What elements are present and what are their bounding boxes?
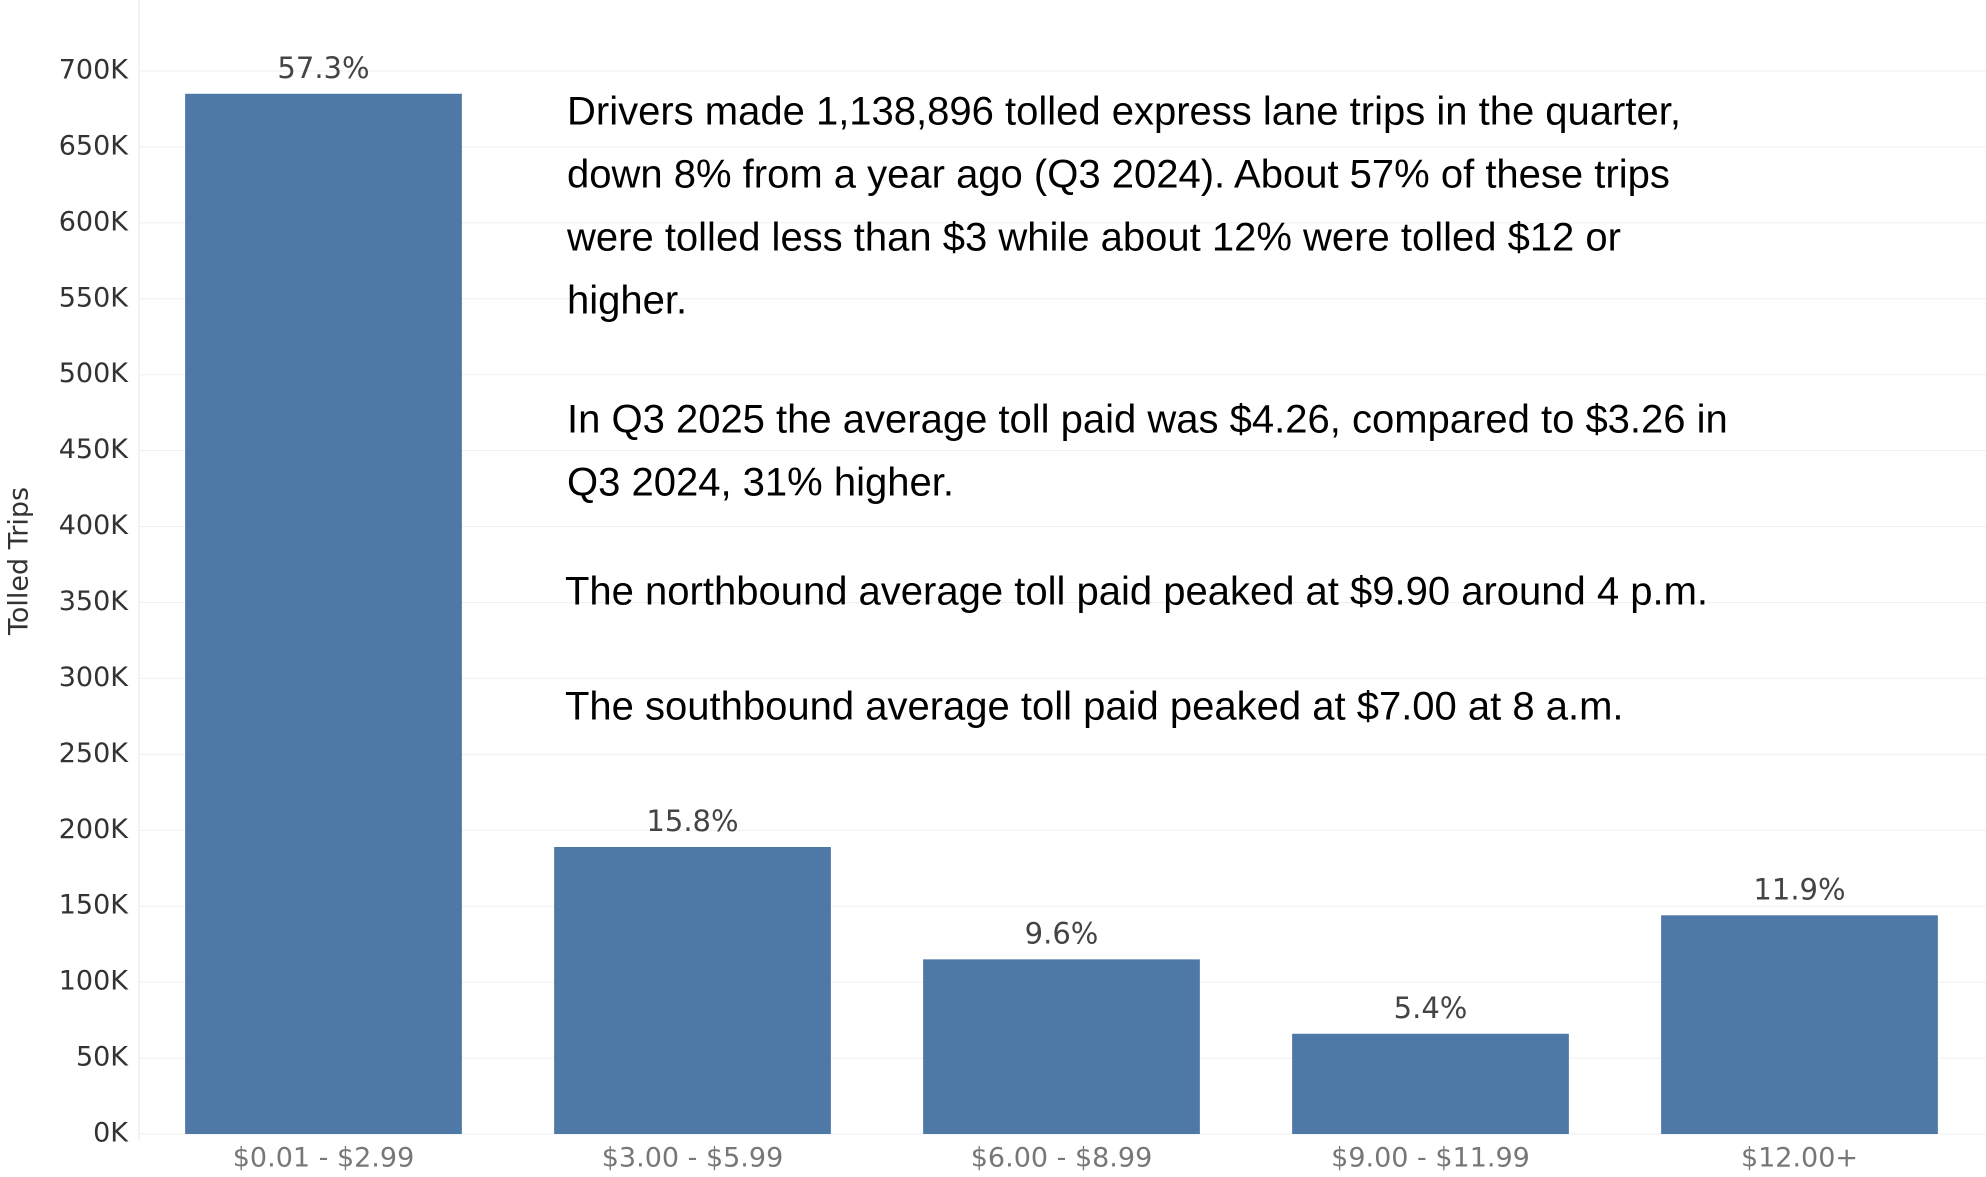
annotation: down 8% from a year ago (Q3 2024). About… [567, 153, 1670, 197]
y-tick-label: 100K [59, 966, 130, 997]
y-tick-label: 450K [59, 434, 130, 465]
y-tick-label: 600K [59, 206, 130, 237]
y-tick-label: 250K [59, 738, 130, 769]
annotation: The southbound average toll paid peaked … [565, 685, 1624, 729]
bar [923, 959, 1200, 1134]
y-tick-label: 50K [76, 1042, 129, 1073]
x-tick-label: $9.00 - $11.99 [1331, 1143, 1530, 1174]
y-axis-title: Tolled Trips [4, 487, 35, 636]
annotation: Q3 2024, 31% higher. [567, 461, 954, 505]
annotation: In Q3 2025 the average toll paid was $4.… [567, 398, 1728, 442]
y-tick-label: 0K [93, 1118, 129, 1149]
bar [185, 93, 462, 1135]
y-tick-label: 300K [59, 662, 130, 693]
y-tick-label: 350K [59, 586, 130, 617]
y-tick-label: 500K [59, 358, 130, 389]
x-tick-label: $0.01 - $2.99 [233, 1143, 415, 1174]
y-tick-label: 150K [59, 890, 130, 921]
bar [1292, 1033, 1569, 1134]
value-label: 5.4% [1394, 991, 1468, 1025]
x-tick-label: $3.00 - $5.99 [602, 1143, 784, 1174]
x-tick-label: $12.00+ [1741, 1143, 1858, 1174]
bar [554, 846, 831, 1134]
y-tick-label: 700K [59, 55, 130, 86]
annotation: higher. [567, 279, 687, 323]
value-label: 11.9% [1753, 872, 1845, 906]
y-tick-label: 200K [59, 814, 130, 845]
annotation: Drivers made 1,138,896 tolled express la… [567, 90, 1681, 134]
y-tick-label: 550K [59, 282, 130, 313]
bar [1661, 915, 1938, 1134]
x-tick-label: $6.00 - $8.99 [971, 1143, 1153, 1174]
annotation: were tolled less than $3 while about 12%… [566, 216, 1621, 260]
y-tick-label: 400K [59, 510, 130, 541]
y-tick-label: 650K [59, 130, 130, 161]
value-label: 57.3% [277, 51, 369, 85]
value-label: 15.8% [646, 804, 738, 838]
annotation: The northbound average toll paid peaked … [565, 570, 1708, 614]
value-label: 9.6% [1025, 916, 1099, 950]
